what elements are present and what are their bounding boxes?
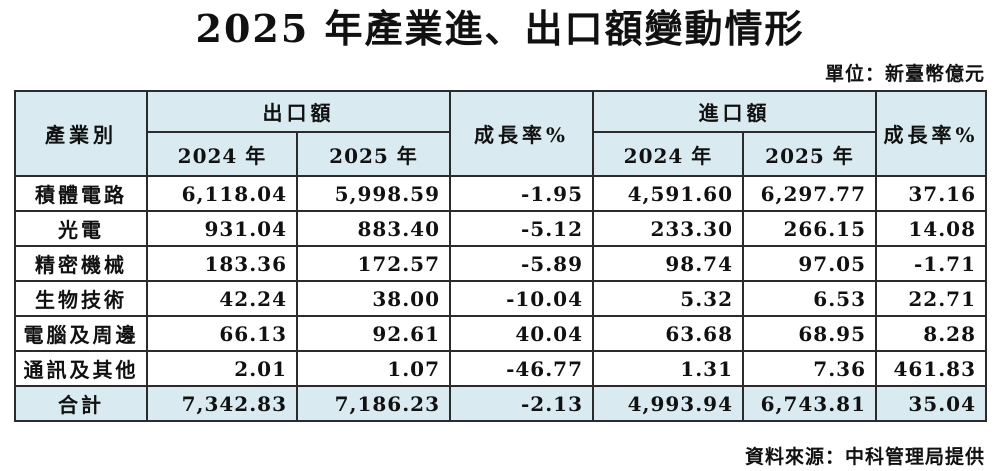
source-note: 資料來源：中科管理局提供 [744,446,985,468]
cell-industry: 電腦及周邊 [14,315,148,352]
cell-import-growth: 8.28 [875,315,987,352]
unit-note: 單位：新臺幣億元 [824,63,985,85]
cell-industry: 精密機械 [14,245,148,282]
cell-export-growth: 40.04 [449,315,594,352]
cell-import-growth: 22.71 [875,280,987,317]
cell-export-growth: -10.04 [449,280,594,317]
industry-trade-table: 產業別 出口額 成長率% 進口額 成長率% 2024 年 2025 年 2024… [14,90,987,422]
cell-export-2025: 1.07 [296,350,451,387]
cell-export-2025: 92.61 [296,315,451,352]
cell-import-2024: 63.68 [592,315,744,352]
header-import-2024: 2024 年 [592,131,744,177]
cell-export-2024: 42.24 [146,280,298,317]
cell-import-2025: 6,297.77 [742,175,877,212]
cell-export-2025: 7,186.23 [296,385,451,422]
table-header: 產業別 出口額 成長率% 進口額 成長率% 2024 年 2025 年 2024… [14,90,987,177]
cell-export-growth: -2.13 [449,385,594,422]
table-header-year-row: 2024 年 2025 年 2024 年 2025 年 [15,131,986,177]
cell-import-growth: -1.71 [875,245,987,282]
cell-import-2025: 6,743.81 [742,385,877,422]
header-export-growth: 成長率% [449,90,594,177]
cell-export-2024: 931.04 [146,210,298,247]
page-title: 2025 年產業進、出口額變動情形 [195,6,805,51]
cell-export-2025: 883.40 [296,210,451,247]
cell-export-2025: 38.00 [296,280,451,317]
cell-industry: 合計 [14,385,148,422]
cell-import-2025: 6.53 [742,280,877,317]
header-import-group: 進口額 [592,90,877,133]
header-import-growth: 成長率% [875,90,987,177]
cell-export-growth: -5.89 [449,245,594,282]
table-row: 生物技術 42.24 38.00 -10.04 5.32 6.53 22.71 [14,280,987,317]
cell-export-2025: 172.57 [296,245,451,282]
cell-industry: 光電 [14,210,148,247]
cell-import-growth: 35.04 [875,385,987,422]
cell-import-2025: 68.95 [742,315,877,352]
header-industry: 產業別 [14,90,148,177]
cell-import-2025: 266.15 [742,210,877,247]
cell-import-2024: 5.32 [592,280,744,317]
cell-import-2024: 98.74 [592,245,744,282]
cell-industry: 積體電路 [14,175,148,212]
cell-export-2024: 2.01 [146,350,298,387]
table-row: 精密機械 183.36 172.57 -5.89 98.74 97.05 -1.71 [14,245,987,282]
table-total-row: 合計 7,342.83 7,186.23 -2.13 4,993.94 6,743.81 3… [14,385,987,422]
table-row: 光電 931.04 883.40 -5.12 233.30 266.15 14.08 [14,210,987,247]
table-row: 電腦及周邊 66.13 92.61 40.04 63.68 68.95 8.28 [14,315,987,352]
table-header-group-row: 產業別 出口額 成長率% 進口額 成長率% [14,90,987,177]
header-export-2025: 2025 年 [296,131,451,177]
cell-export-2024: 7,342.83 [146,385,298,422]
header-export-2024: 2024 年 [146,131,298,177]
cell-export-2024: 6,118.04 [146,175,298,212]
cell-import-growth: 37.16 [875,175,987,212]
table-row: 積體電路 6,118.04 5,998.59 -1.95 4,591.60 6,297.7… [14,175,987,212]
cell-import-growth: 461.83 [875,350,987,387]
cell-export-growth: -1.95 [449,175,594,212]
cell-industry: 生物技術 [14,280,148,317]
table-row: 通訊及其他 2.01 1.07 -46.77 1.31 7.36 461.83 [14,350,987,387]
cell-export-2024: 66.13 [146,315,298,352]
header-export-group: 出口額 [146,90,451,133]
cell-export-2025: 5,998.59 [296,175,451,212]
cell-export-growth: -46.77 [449,350,594,387]
cell-import-2024: 4,591.60 [592,175,744,212]
cell-import-2024: 233.30 [592,210,744,247]
cell-import-2025: 7.36 [742,350,877,387]
cell-import-growth: 14.08 [875,210,987,247]
cell-import-2025: 97.05 [742,245,877,282]
cell-import-2024: 4,993.94 [592,385,744,422]
header-import-2025: 2025 年 [742,131,877,177]
cell-import-2024: 1.31 [592,350,744,387]
cell-export-2024: 183.36 [146,245,298,282]
table-body: 積體電路 6,118.04 5,998.59 -1.95 4,591.60 6,297.7… [14,175,987,422]
cell-export-growth: -5.12 [449,210,594,247]
cell-industry: 通訊及其他 [14,350,148,387]
